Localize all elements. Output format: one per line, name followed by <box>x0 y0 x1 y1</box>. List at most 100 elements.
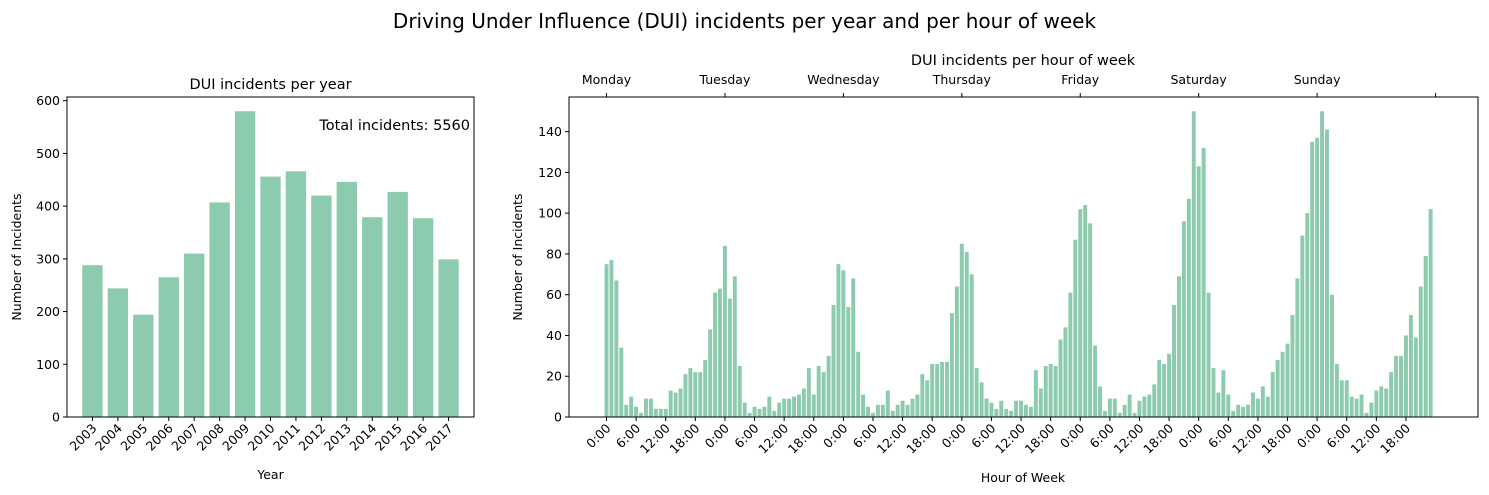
hour-bar-152 <box>1354 398 1359 417</box>
hour-x-tick-label: 18:00 <box>666 420 702 456</box>
year-x-tick-label: 2010 <box>245 420 278 453</box>
hour-bar-145 <box>1320 111 1325 417</box>
hour-bar-113 <box>1162 364 1167 417</box>
hour-bar-43 <box>816 366 821 417</box>
hour-bar-30 <box>752 406 757 417</box>
hour-bar-108 <box>1137 400 1142 417</box>
hour-y-tick-label: 20 <box>546 369 562 384</box>
hour-bar-80 <box>999 400 1004 417</box>
hour-bar-126 <box>1226 394 1231 417</box>
hour-bar-36 <box>782 398 787 417</box>
hour-bar-71 <box>954 286 959 417</box>
hour-bar-26 <box>732 276 737 417</box>
hour-bar-9 <box>648 398 653 417</box>
year-bar-2010 <box>260 176 281 417</box>
hour-x-tick-label: 0:00 <box>1175 420 1205 450</box>
hour-bar-105 <box>1122 404 1127 417</box>
hour-bar-67 <box>935 364 940 417</box>
hour-bar-68 <box>940 361 945 417</box>
hour-top-day-label: Thursday <box>932 72 992 87</box>
hour-bar-96 <box>1078 209 1083 417</box>
hour-bar-129 <box>1241 406 1246 417</box>
hour-bar-128 <box>1236 404 1241 417</box>
year-y-tick-label: 200 <box>36 304 60 319</box>
hour-bar-148 <box>1334 364 1339 417</box>
hour-bar-76 <box>979 382 984 417</box>
hour-bar-69 <box>945 361 949 417</box>
hour-bar-160 <box>1394 355 1399 417</box>
hour-x-tick-label: 18:00 <box>1140 420 1176 456</box>
hour-bar-75 <box>974 368 979 417</box>
hour-bar-162 <box>1403 335 1408 417</box>
hour-bar-28 <box>742 402 747 417</box>
hour-x-tick-label: 0:00 <box>1294 420 1324 450</box>
chart-incidents-per-year: DUI incidents per year 0 100 200 300 400 500 6… <box>9 77 475 482</box>
hour-y-tick-label: 120 <box>538 165 562 180</box>
hour-bar-97 <box>1083 205 1088 417</box>
hour-bar-102 <box>1107 398 1112 417</box>
hour-bar-119 <box>1191 111 1196 417</box>
hour-x-tick-label: 0:00 <box>820 420 850 450</box>
hour-bar-32 <box>762 406 767 417</box>
hour-bar-167 <box>1428 209 1433 417</box>
hour-bar-124 <box>1216 392 1221 417</box>
year-bar-2009 <box>234 111 256 417</box>
hour-bar-159 <box>1389 372 1394 417</box>
hour-bar-150 <box>1344 380 1349 417</box>
hour-bar-111 <box>1152 384 1157 417</box>
hour-bar-158 <box>1384 388 1389 417</box>
hour-top-day-label: Wednesday <box>807 72 880 87</box>
hour-bar-163 <box>1408 315 1413 417</box>
hour-bar-103 <box>1112 398 1117 417</box>
hour-bar-70 <box>949 313 954 417</box>
hour-bar-135 <box>1270 372 1275 417</box>
hour-bar-101 <box>1102 410 1107 417</box>
hour-bar-106 <box>1127 394 1132 417</box>
hour-bars <box>604 111 1433 418</box>
hour-bar-98 <box>1088 223 1093 417</box>
year-x-label: Year <box>256 467 284 482</box>
hour-x-tick-label: 0:00 <box>1057 420 1087 450</box>
hour-bar-49 <box>846 306 851 417</box>
hour-y-label: Number of Incidents <box>510 193 525 320</box>
hour-bar-8 <box>644 398 648 417</box>
hour-bar-7 <box>639 412 644 417</box>
year-x-tick-label: 2012 <box>295 421 328 454</box>
year-x-tick-label: 2017 <box>423 421 456 454</box>
hour-bar-99 <box>1093 345 1098 417</box>
hour-bar-29 <box>747 412 752 417</box>
hour-bar-59 <box>895 404 900 417</box>
hour-bar-137 <box>1280 351 1285 417</box>
hour-bar-109 <box>1142 396 1147 417</box>
hour-bar-41 <box>806 368 811 417</box>
hour-bar-4 <box>624 404 629 417</box>
hour-bar-107 <box>1132 412 1137 417</box>
hour-bar-161 <box>1399 355 1403 417</box>
hour-bar-45 <box>826 355 831 417</box>
hour-bar-65 <box>925 380 930 417</box>
hour-bar-50 <box>851 278 856 417</box>
hour-bar-3 <box>619 347 624 417</box>
hour-bar-21 <box>708 329 713 417</box>
hour-bar-0 <box>604 264 609 417</box>
hour-y-tick-label: 0 <box>554 410 562 425</box>
hour-bar-2 <box>614 280 619 417</box>
year-bar-2005 <box>133 314 154 417</box>
hour-x-tick-label: 18:00 <box>1022 420 1058 456</box>
year-x-tick-label: 2014 <box>346 420 379 453</box>
hour-bar-17 <box>688 368 693 417</box>
hour-bar-141 <box>1300 235 1305 417</box>
hour-bar-118 <box>1186 198 1191 417</box>
hour-bar-5 <box>629 396 634 417</box>
year-x-tick-label: 2004 <box>92 420 125 453</box>
hour-bar-58 <box>890 410 895 417</box>
hour-top-day-label: Saturday <box>1171 72 1228 87</box>
year-x-tick-label: 2016 <box>397 420 430 453</box>
hour-bar-132 <box>1255 398 1260 417</box>
hour-bar-56 <box>880 404 885 417</box>
hour-bar-85 <box>1023 404 1028 417</box>
hour-bar-51 <box>856 351 861 417</box>
hour-bar-18 <box>693 372 698 417</box>
hour-bar-42 <box>811 394 816 417</box>
